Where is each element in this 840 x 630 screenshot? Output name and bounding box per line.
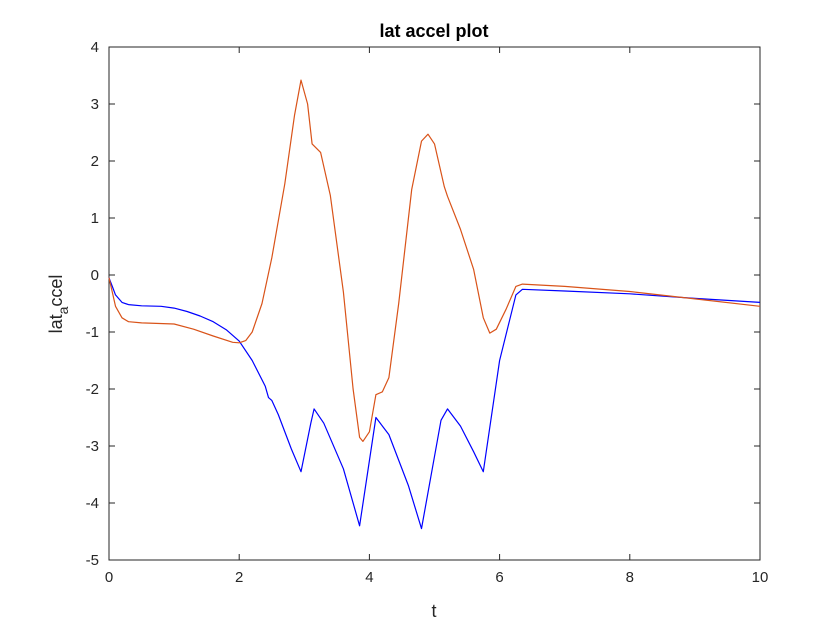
- y-axis-label-rest: ccel: [46, 275, 66, 307]
- y-tick-label: -3: [86, 438, 99, 455]
- x-tick-label: 4: [365, 569, 373, 586]
- x-tick-label: 2: [235, 569, 243, 586]
- series-line-2: [108, 79, 761, 442]
- chart-title: lat accel plot: [379, 21, 488, 41]
- x-axis-label: t: [431, 601, 436, 621]
- x-tick-label: 8: [626, 569, 634, 586]
- x-tick-label: 6: [495, 569, 503, 586]
- y-tick-label: -5: [86, 552, 99, 569]
- series-layer: [108, 79, 761, 530]
- y-tick-label: 3: [91, 96, 99, 113]
- x-tick-label: 10: [752, 569, 769, 586]
- y-tick-label: 2: [91, 153, 99, 170]
- axes-box: [108, 46, 761, 561]
- x-tick-label: 0: [105, 569, 113, 586]
- y-axis-label-main: lat: [46, 314, 66, 333]
- y-tick-label: -1: [86, 324, 99, 341]
- y-tick-label: -2: [86, 381, 99, 398]
- y-tick-label: 4: [91, 39, 99, 56]
- y-tick-label: 0: [91, 267, 99, 284]
- y-tick-label: -4: [86, 495, 99, 512]
- y-axis-label-subscript: a: [55, 306, 71, 314]
- series-line-1: [108, 277, 761, 530]
- y-axis-label: lataccel: [46, 275, 71, 334]
- y-tick-label: 1: [91, 210, 99, 227]
